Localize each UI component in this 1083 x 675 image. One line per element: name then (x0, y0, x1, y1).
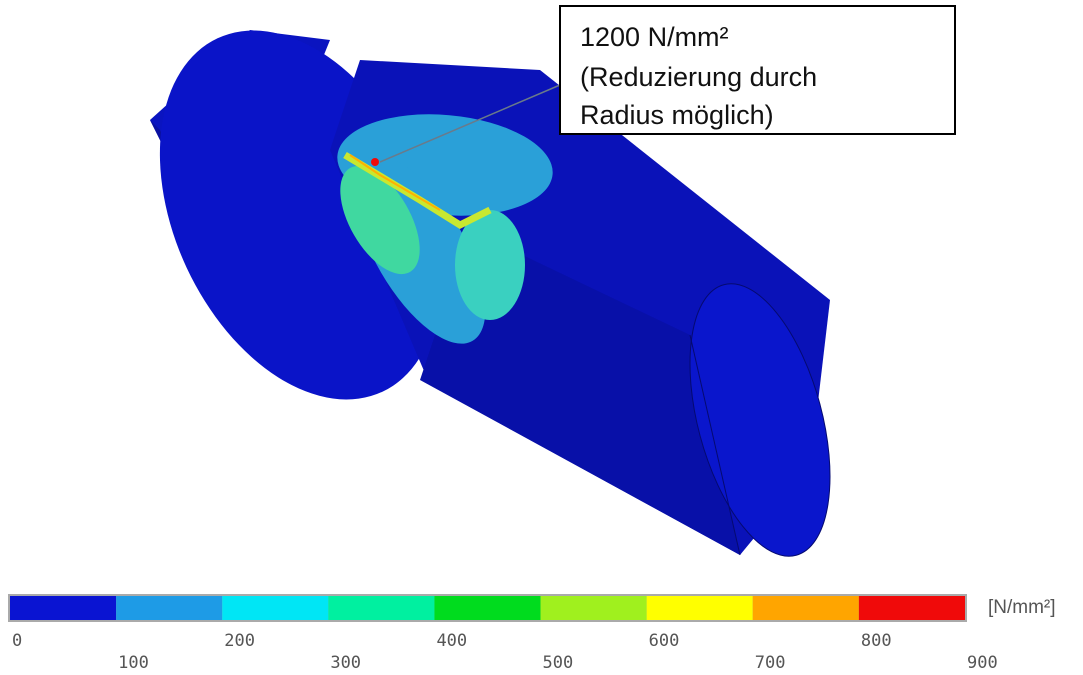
legend-tick-label: 100 (118, 653, 149, 673)
hotspot (371, 158, 379, 166)
legend-tick-label: 400 (436, 631, 467, 651)
fea-view: 1200 N/mm² (Reduzierung durch Radius mög… (0, 0, 1083, 675)
legend-segment (859, 596, 965, 620)
legend-tick-label: 300 (330, 653, 361, 673)
legend-tick-label: 600 (649, 631, 680, 651)
legend-tick-label: 800 (861, 631, 892, 651)
legend-unit: [N/mm²] (988, 597, 1056, 618)
legend-tick-label: 0 (12, 631, 22, 651)
legend-segment (434, 596, 540, 620)
legend-segment (328, 596, 434, 620)
legend-segment (541, 596, 647, 620)
callout-line: (Reduzierung durch (580, 62, 817, 92)
legend-segment (647, 596, 753, 620)
legend-tick-label: 500 (543, 653, 574, 673)
callout-line: 1200 N/mm² (580, 22, 729, 52)
legend-segment (116, 596, 222, 620)
legend-segment (753, 596, 859, 620)
legend-tick-label: 900 (967, 653, 998, 673)
legend-segment (10, 596, 116, 620)
legend-segment (222, 596, 328, 620)
legend: [N/mm²] 0 100 200 300 400 500 600 700 800 900 (8, 594, 1056, 673)
contour-3 (455, 210, 525, 320)
legend-tick-label: 200 (224, 631, 255, 651)
callout-line: Radius möglich) (580, 100, 774, 130)
legend-tick-label: 700 (755, 653, 786, 673)
